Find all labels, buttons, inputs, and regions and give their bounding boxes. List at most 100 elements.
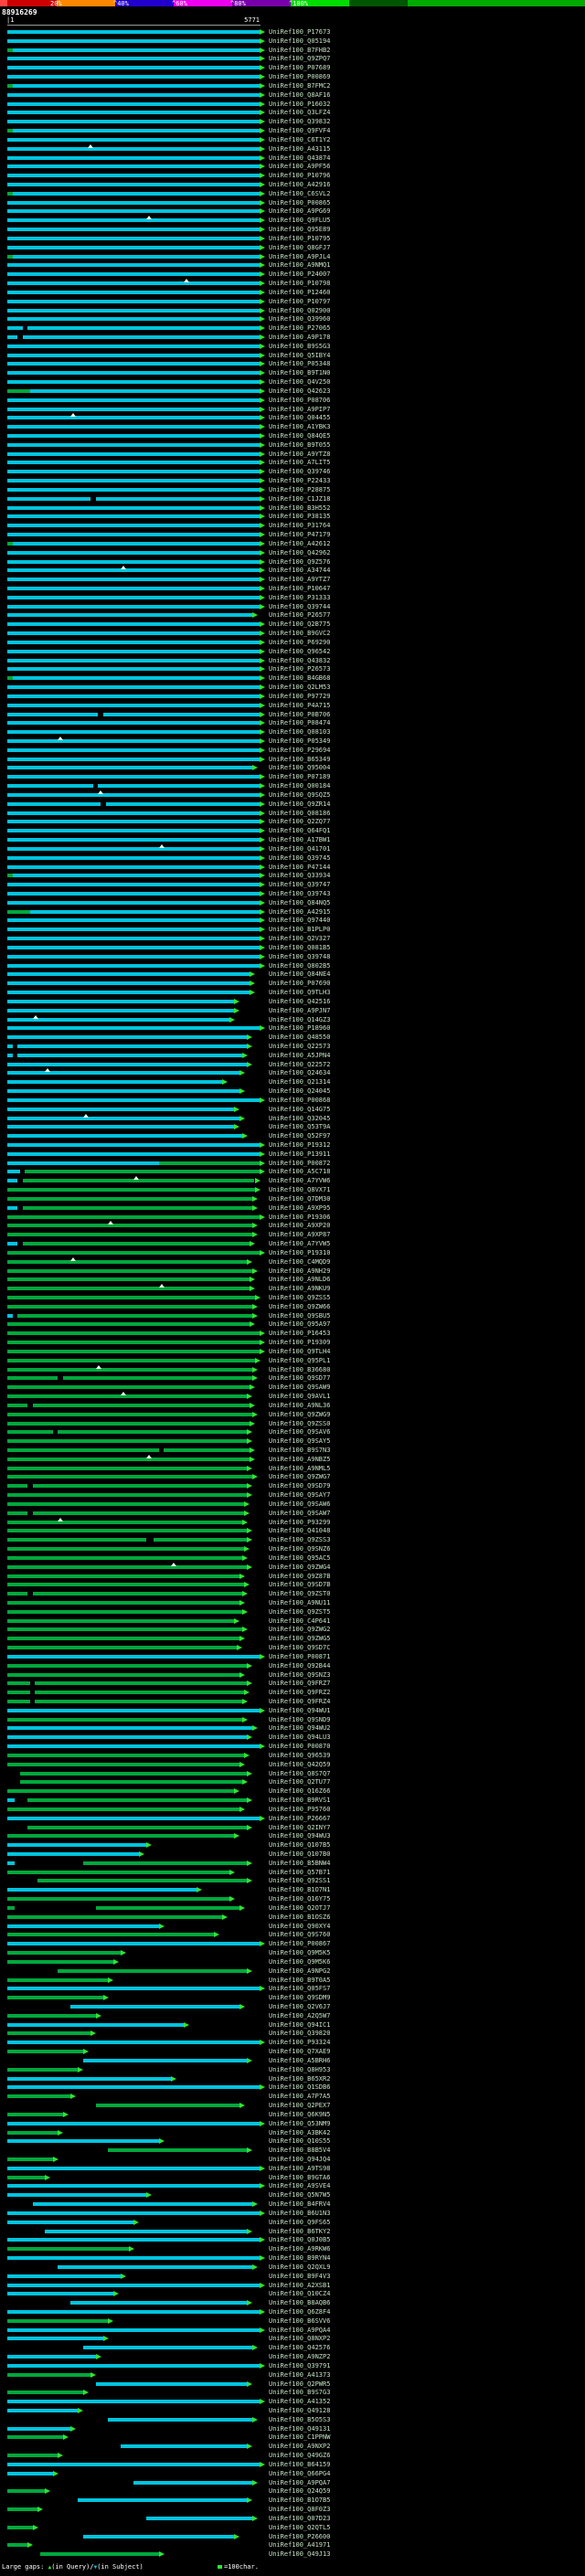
hit-accession-label[interactable]: UniRef100_Q9Z576 — [269, 557, 331, 566]
alignment-row[interactable]: UniRef100_B36680 — [0, 1364, 585, 1374]
hit-accession-label[interactable]: UniRef100_Q41048 — [269, 1527, 331, 1535]
hit-accession-label[interactable]: UniRef100_P10798 — [269, 280, 331, 288]
hit-accession-label[interactable]: UniRef100_Q95E89 — [269, 226, 331, 234]
hit-accession-label[interactable]: UniRef100_A9NXP2 — [269, 2443, 331, 2451]
hit-accession-label[interactable]: UniRef100_P26600 — [269, 2532, 331, 2540]
hit-accession-label[interactable]: UniRef100_B4FRV4 — [269, 2200, 331, 2209]
alignment-row[interactable]: UniRef100_P26667 — [0, 1814, 585, 1823]
alignment-row[interactable]: UniRef100_Q9SAW6 — [0, 1500, 585, 1509]
hit-accession-label[interactable]: UniRef100_Q1SDB6 — [269, 2083, 331, 2092]
alignment-row[interactable]: UniRef100_Q9SD77 — [0, 1373, 585, 1383]
alignment-row[interactable]: UniRef100_Q9ZST0 — [0, 1589, 585, 1598]
alignment-row[interactable]: UniRef100_C6SVL2 — [0, 189, 585, 198]
alignment-row[interactable]: UniRef100_Q49128 — [0, 2406, 585, 2415]
alignment-row[interactable]: UniRef100_Q9FRZ4 — [0, 1697, 585, 1706]
hit-accession-label[interactable]: UniRef100_Q00184 — [269, 782, 331, 790]
alignment-row[interactable]: UniRef100_P05349 — [0, 736, 585, 746]
hit-accession-label[interactable]: UniRef100_Q92B44 — [269, 1661, 331, 1670]
alignment-row[interactable]: UniRef100_A42916 — [0, 180, 585, 189]
hit-accession-label[interactable]: UniRef100_B6U1N3 — [269, 2209, 331, 2217]
alignment-row[interactable]: UniRef100_P24007 — [0, 270, 585, 279]
alignment-row[interactable]: UniRef100_Q96539 — [0, 1751, 585, 1760]
hit-accession-label[interactable]: UniRef100_B9S5G3 — [269, 342, 331, 350]
hit-accession-label[interactable]: UniRef100_A9PJL4 — [269, 252, 331, 260]
alignment-row[interactable]: UniRef100_P00872 — [0, 1159, 585, 1168]
alignment-row[interactable]: UniRef100_P29694 — [0, 746, 585, 755]
hit-accession-label[interactable]: UniRef100_A2XSB1 — [269, 2281, 331, 2289]
alignment-row[interactable]: UniRef100_Q9SBU5 — [0, 1311, 585, 1320]
alignment-row[interactable]: UniRef100_Q9SND9 — [0, 1715, 585, 1724]
alignment-row[interactable]: UniRef100_P69290 — [0, 638, 585, 647]
alignment-row[interactable]: UniRef100_Q8NXP2 — [0, 2334, 585, 2343]
hit-accession-label[interactable]: UniRef100_Q9ZR14 — [269, 800, 331, 808]
hit-accession-label[interactable]: UniRef100_Q95PL1 — [269, 1356, 331, 1364]
alignment-row[interactable]: UniRef100_Q8H953 — [0, 2065, 585, 2074]
hit-accession-label[interactable]: UniRef100_A41373 — [269, 2370, 331, 2379]
alignment-row[interactable]: UniRef100_A7YVW6 — [0, 1176, 585, 1185]
hit-accession-label[interactable]: UniRef100_Q0J0B5 — [269, 2236, 331, 2244]
hit-accession-label[interactable]: UniRef100_Q8VX71 — [269, 1186, 331, 1194]
alignment-row[interactable]: UniRef100_P31333 — [0, 593, 585, 602]
hit-accession-label[interactable]: UniRef100_Q9ZPQ7 — [269, 55, 331, 63]
alignment-row[interactable]: UniRef100_Q9ZWG5 — [0, 1634, 585, 1643]
alignment-row[interactable]: UniRef100_B9F4V3 — [0, 2272, 585, 2281]
alignment-row[interactable]: UniRef100_Q14GZ3 — [0, 1014, 585, 1024]
alignment-row[interactable]: UniRef100_B1PLP0 — [0, 925, 585, 934]
alignment-row[interactable]: UniRef100_Q107B0 — [0, 1850, 585, 1859]
hit-accession-label[interactable]: UniRef100_B9RYN4 — [269, 2254, 331, 2263]
alignment-row[interactable]: UniRef100_C4MQD9 — [0, 1256, 585, 1267]
hit-accession-label[interactable]: UniRef100_B7FMC2 — [269, 81, 331, 90]
hit-accession-label[interactable]: UniRef100_B8AQB6 — [269, 2299, 331, 2307]
alignment-row[interactable]: UniRef100_B5O5S3 — [0, 2415, 585, 2424]
alignment-row[interactable]: UniRef100_Q39746 — [0, 467, 585, 476]
hit-accession-label[interactable]: UniRef100_A41352 — [269, 2398, 331, 2406]
alignment-row[interactable]: UniRef100_Q08103 — [0, 727, 585, 737]
alignment-row[interactable]: UniRef100_A9NLD6 — [0, 1275, 585, 1284]
hit-accession-label[interactable]: UniRef100_Q9ZW66 — [269, 1302, 331, 1310]
alignment-row[interactable]: UniRef100_P97729 — [0, 692, 585, 701]
alignment-row[interactable]: UniRef100_A7LIT5 — [0, 458, 585, 467]
hit-accession-label[interactable]: UniRef100_Q48550 — [269, 1034, 331, 1042]
hit-accession-label[interactable]: UniRef100_A9NBZ5 — [269, 1455, 331, 1463]
alignment-row[interactable]: UniRef100_Q9FLU5 — [0, 216, 585, 225]
alignment-row[interactable]: UniRef100_Q9SAW7 — [0, 1509, 585, 1518]
alignment-row[interactable]: UniRef100_Q9Z576 — [0, 557, 585, 567]
hit-accession-label[interactable]: UniRef100_Q9ZST0 — [269, 1590, 331, 1598]
hit-accession-label[interactable]: UniRef100_P10795 — [269, 234, 331, 242]
hit-accession-label[interactable]: UniRef100_P10797 — [269, 297, 331, 305]
hit-accession-label[interactable]: UniRef100_Q8NXP2 — [269, 2335, 331, 2343]
alignment-row[interactable]: UniRef100_Q94JQ4 — [0, 2155, 585, 2164]
hit-accession-label[interactable]: UniRef100_P13911 — [269, 1150, 331, 1158]
alignment-row[interactable]: UniRef100_Q97440 — [0, 916, 585, 925]
alignment-row[interactable]: UniRef100_B9S7G3 — [0, 2388, 585, 2397]
hit-accession-label[interactable]: UniRef100_P26577 — [269, 611, 331, 620]
alignment-row[interactable]: UniRef100_A9XP87 — [0, 1230, 585, 1239]
hit-accession-label[interactable]: UniRef100_Q9SAV6 — [269, 1428, 331, 1436]
alignment-row[interactable]: UniRef100_Q9TLH3 — [0, 988, 585, 997]
hit-accession-label[interactable]: UniRef100_Q49131 — [269, 2424, 331, 2433]
alignment-row[interactable]: UniRef100_Q53NM9 — [0, 2119, 585, 2128]
alignment-row[interactable]: UniRef100_A2Q5W7 — [0, 2011, 585, 2020]
alignment-row[interactable]: UniRef100_B1O7B5 — [0, 2496, 585, 2505]
hit-accession-label[interactable]: UniRef100_B36680 — [269, 1365, 331, 1373]
alignment-row[interactable]: UniRef100_A9PIP7 — [0, 405, 585, 414]
alignment-row[interactable]: UniRef100_A9XP20 — [0, 1221, 585, 1230]
hit-accession-label[interactable]: UniRef100_A9NMQ1 — [269, 261, 331, 270]
hit-accession-label[interactable]: UniRef100_Q9FRZ2 — [269, 1689, 331, 1697]
hit-accession-label[interactable]: UniRef100_B5O5S3 — [269, 2415, 331, 2423]
hit-accession-label[interactable]: UniRef100_Q2QTL5 — [269, 2523, 331, 2531]
alignment-row[interactable]: UniRef100_Q39791 — [0, 2361, 585, 2370]
alignment-row[interactable]: UniRef100_A41352 — [0, 2397, 585, 2406]
hit-accession-label[interactable]: UniRef100_P17673 — [269, 28, 331, 36]
alignment-row[interactable]: UniRef100_A9YTZ8 — [0, 450, 585, 459]
alignment-row[interactable]: UniRef100_Q92SS1 — [0, 1876, 585, 1885]
hit-accession-label[interactable]: UniRef100_Q24045 — [269, 1087, 331, 1096]
alignment-row[interactable]: UniRef100_Q24Q59 — [0, 2486, 585, 2496]
alignment-row[interactable]: UniRef100_Q22573 — [0, 1042, 585, 1051]
alignment-row[interactable]: UniRef100_P12460 — [0, 288, 585, 297]
hit-accession-label[interactable]: UniRef100_Q39832 — [269, 118, 331, 126]
hit-accession-label[interactable]: UniRef100_A9P178 — [269, 333, 331, 341]
alignment-row[interactable]: UniRef100_B6SVV6 — [0, 2316, 585, 2326]
hit-accession-label[interactable]: UniRef100_P00870 — [269, 1743, 331, 1751]
alignment-row[interactable]: UniRef100_Q42Q59 — [0, 1760, 585, 1769]
